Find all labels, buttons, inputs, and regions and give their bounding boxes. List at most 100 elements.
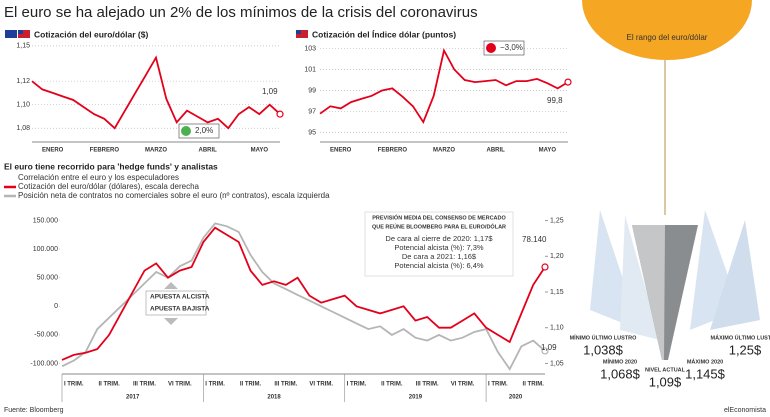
legend-title: Correlación entre el euro y los especula…: [18, 173, 179, 182]
subtitle: Cotización del Índice dólar (puntos): [312, 29, 456, 39]
annotation: 78.140: [522, 235, 547, 244]
pendulum-value: 1,068$: [600, 366, 641, 381]
x-tick-label: I TRIM.: [205, 382, 225, 388]
y-tick-label: 1,08: [16, 125, 30, 132]
y-tick-label: 99: [308, 87, 316, 94]
x-tick-label: II TRIM.: [240, 382, 262, 388]
x-tick-label: ABRIL: [486, 148, 505, 154]
legend-label: Posición neta de contratos no comerciale…: [18, 191, 330, 200]
sun-shape: [582, 0, 752, 60]
x-tick-label: VI TRIM.: [168, 382, 192, 388]
subtitle: Cotización del euro/dólar ($): [34, 29, 148, 39]
y-tick-label: 97: [308, 108, 316, 115]
pendulum-label: NIVEL ACTUAL: [645, 367, 686, 373]
flag-us: [296, 30, 308, 38]
y2-tick-label: 1,05: [550, 360, 564, 367]
x-tick-label: VI TRIM.: [309, 382, 333, 388]
x-tick-label: III TRIM.: [416, 382, 439, 388]
annotation: 1,09: [541, 343, 557, 352]
x-tick-label: MAYO: [251, 148, 269, 154]
forecast-line: De cara al cierre de 2020: 1,17$: [385, 234, 493, 243]
y2-tick-label: 1,10: [550, 325, 564, 332]
forecast-box: [364, 211, 514, 277]
x-tick-label: ENERO: [330, 148, 352, 154]
annotation: −3,0%: [500, 43, 523, 52]
x-tick-label: MARZO: [145, 148, 167, 154]
x-tick-label: I TRIM.: [64, 382, 84, 388]
forecast-line: De cara a 2021: 1,16$: [402, 252, 477, 261]
x-tick-label: II TRIM.: [98, 382, 120, 388]
pendulum-value: 1,038$: [583, 342, 624, 357]
flag-eu: [5, 30, 17, 38]
flag-us-canton: [296, 30, 301, 34]
pendulum-label: MÍNIMO 2020: [603, 357, 637, 365]
data-line: [319, 47, 569, 125]
y-tick-label: 1,10: [16, 102, 30, 109]
annotation: 1,09: [262, 87, 278, 96]
data-line: [61, 226, 546, 361]
y-tick-label: 0: [54, 303, 58, 310]
data-line: [31, 55, 281, 130]
source: Fuente: Bloomberg: [4, 407, 64, 414]
annotation: 99,8: [547, 96, 563, 105]
y-tick-label: 50.000: [37, 275, 59, 282]
forecast-line: Potencial alcista (%): 6,4%: [394, 261, 484, 270]
forecast-heading: PREVISIÓN MEDIA DEL CONSENSO DE MERCADO: [372, 213, 506, 221]
x-tick-label: MAYO: [539, 148, 557, 154]
end-marker: [541, 347, 549, 355]
x-tick-label: MARZO: [433, 148, 455, 154]
pendulum-ghosts: [590, 210, 760, 340]
pendulum-value: 1,25$: [729, 342, 762, 357]
arrow-icon: [181, 126, 191, 136]
pendulum-label: MÍNIMO ÚLTIMO LUSTRO: [570, 333, 638, 341]
x-tick-label: II TRIM.: [523, 382, 545, 388]
x-group-label: 2020: [509, 395, 523, 401]
x-tick-label: II TRIM.: [381, 382, 403, 388]
x-group-label: 2019: [409, 395, 423, 401]
arrow-icon: [486, 43, 496, 53]
end-marker: [564, 78, 572, 86]
end-marker: [276, 110, 284, 118]
annotation: 2,0%: [195, 126, 213, 135]
annotation: APUESTA ALCISTA: [150, 294, 210, 301]
data-line: [61, 222, 546, 371]
y2-tick-label: 1,20: [550, 253, 564, 260]
pendulum-label: MÁXIMO ÚLTIMO LUSTRO: [711, 334, 770, 341]
y-tick-label: 1,12: [16, 78, 30, 85]
flag-us: [18, 30, 30, 38]
subtitle: El euro tiene recorrido para 'hedge fund…: [4, 161, 218, 171]
x-group-label: 2018: [267, 395, 281, 401]
y-tick-label: 95: [308, 129, 316, 136]
y-tick-label: -50.000: [34, 332, 58, 339]
legend-label: Cotización del euro/dólar (dólares), esc…: [18, 182, 200, 191]
pendulum-value: 1,09$: [649, 374, 682, 389]
y-tick-label: -100.000: [30, 360, 58, 367]
x-tick-label: III TRIM.: [274, 382, 297, 388]
x-group-label: 2017: [126, 395, 140, 401]
x-tick-label: I TRIM.: [488, 382, 508, 388]
pendulum-title: El rango del euro/dólar: [627, 33, 708, 42]
flag-us-canton: [18, 30, 23, 34]
y-tick-label: 100.000: [33, 246, 58, 253]
x-tick-label: FEBRERO: [378, 148, 408, 154]
forecast-line: Potencial alcista (%): 7,3%: [394, 243, 484, 252]
x-tick-label: VI TRIM.: [451, 382, 475, 388]
y-tick-label: 101: [304, 66, 316, 73]
y-tick-label: 103: [304, 45, 316, 52]
brand: elEconomista: [724, 407, 766, 414]
y2-tick-label: 1,25: [550, 217, 564, 224]
y2-tick-label: 1,15: [550, 289, 564, 296]
annotation: APUESTA BAJISTA: [150, 306, 210, 313]
y-tick-label: 1,15: [16, 43, 30, 50]
x-tick-label: FEBRERO: [90, 148, 120, 154]
y-tick-label: 150.000: [33, 217, 58, 224]
x-tick-label: ENERO: [42, 148, 64, 154]
x-tick-label: I TRIM.: [347, 382, 367, 388]
plumb-bob-light: [632, 225, 665, 360]
end-marker: [541, 263, 549, 271]
pendulum-value: 1,145$: [685, 366, 726, 381]
x-tick-label: III TRIM.: [133, 382, 156, 388]
forecast-heading: QUE REÚNE BLOOMBERG PARA EL EURO/DÓLAR: [372, 222, 506, 230]
